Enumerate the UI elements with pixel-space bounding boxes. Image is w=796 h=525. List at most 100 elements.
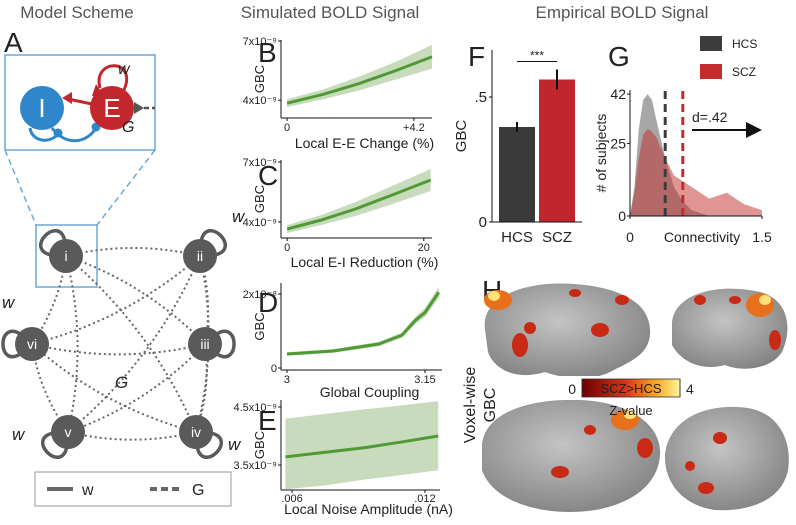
node-label: iii <box>200 336 209 352</box>
w-label: w <box>118 61 131 78</box>
self-loop <box>195 431 223 459</box>
bar <box>499 127 535 222</box>
density-panel: G 0 25 42 0 1.5 Connectivity # of subjects HCS SC… <box>593 36 772 245</box>
node <box>15 327 49 361</box>
bar <box>539 79 575 222</box>
x-axis-label: Local Noise Amplitude (nA) <box>284 501 453 517</box>
panel-label: D <box>258 287 278 318</box>
zoom-box <box>35 224 98 288</box>
activation-blobs <box>484 289 781 494</box>
node-label: iv <box>191 424 201 440</box>
i-node <box>20 86 64 130</box>
y-tick-label: 7x10⁻⁹ <box>243 36 277 48</box>
y-axis-label: GBC <box>252 65 267 93</box>
legend-label: G <box>192 482 204 499</box>
y-tick-label: 42 <box>610 86 626 102</box>
brain-maps <box>481 283 789 512</box>
connection <box>67 343 206 433</box>
mean-line <box>286 178 432 231</box>
legend-swatch <box>700 64 722 79</box>
y-axis-label: GBC <box>252 185 267 213</box>
x-tick-label: 1.5 <box>752 229 772 245</box>
legend-label: w <box>81 482 94 499</box>
node-label: v <box>65 424 72 440</box>
y-tick-label: 25 <box>610 135 626 151</box>
y-tick-label: 0 <box>618 208 626 224</box>
line-panel: E4.5x10⁻⁹ 3.5x10⁻⁹ .006 .012 GBC Local Noise … <box>233 400 453 517</box>
brain-medial-right <box>664 406 789 511</box>
y-tick-label: 4x10⁻⁹ <box>243 95 277 107</box>
significance-label: *** <box>530 49 544 63</box>
node-label: vi <box>27 336 37 352</box>
x-axis-label: Connectivity <box>664 229 740 245</box>
mean-line <box>285 434 439 459</box>
panel-label: G <box>608 41 630 72</box>
self-loop <box>41 431 69 459</box>
legend-swatch <box>700 36 722 51</box>
y-tick-label: 0 <box>479 214 487 231</box>
arrowhead <box>62 92 72 104</box>
y-tick-label: .5 <box>474 89 487 106</box>
x-tick-label: 0 <box>284 242 290 254</box>
panel-label: F <box>468 41 485 72</box>
y-tick-label: 4.5x10⁻⁹ <box>233 402 277 414</box>
section-header: Empirical BOLD Signal <box>536 3 709 22</box>
legend-label: SCZ <box>732 65 756 79</box>
mean-line <box>286 291 441 356</box>
connection <box>31 255 201 345</box>
x-tick-label: +4.2 <box>403 122 425 134</box>
y-axis-label: GBC <box>453 120 470 153</box>
arrowhead <box>134 102 144 114</box>
panel-label: B <box>258 37 277 68</box>
connection <box>31 343 197 433</box>
g-label: G <box>115 373 128 392</box>
legend-label: HCS <box>732 37 757 51</box>
x-tick-label: SCZ <box>542 229 572 246</box>
y-tick-label: 0 <box>271 363 277 375</box>
connection <box>65 246 201 257</box>
zoom-line <box>96 149 156 226</box>
y-tick-label: 4x10⁻⁹ <box>243 217 277 229</box>
confidence-band <box>285 401 439 490</box>
brain-lateral-left <box>484 283 651 379</box>
connection <box>65 255 79 433</box>
panel-label: C <box>258 160 278 191</box>
node-label: E <box>103 93 120 123</box>
connection <box>67 255 201 433</box>
w-label: w <box>2 293 16 312</box>
x-axis-label: Global Coupling <box>320 384 420 400</box>
inhibitory-end <box>53 128 63 138</box>
connection <box>65 255 197 433</box>
x-tick-label: 3.15 <box>414 374 435 386</box>
self-loop <box>1 329 21 359</box>
x-axis-label: Local E-E Change (%) <box>295 135 434 151</box>
section-header: Simulated BOLD Signal <box>241 3 420 22</box>
e-node <box>90 86 134 130</box>
colorbar-tick-label: 4 <box>686 381 694 397</box>
confidence-band <box>287 169 431 233</box>
node <box>188 327 222 361</box>
connection <box>67 431 197 441</box>
connection <box>195 255 210 433</box>
brain-medial-left <box>481 399 661 512</box>
panel-label: E <box>258 405 277 436</box>
y-tick-label: 7x10⁻⁹ <box>243 157 277 169</box>
h-ylabel: Voxel-wise <box>462 367 479 444</box>
h-ylabel: GBC <box>482 388 499 423</box>
zoom-line <box>4 149 37 226</box>
connection <box>65 255 206 345</box>
node-label: ii <box>197 248 203 264</box>
colorbar-label: Z-value <box>609 403 652 418</box>
w-label: w <box>12 425 26 444</box>
g-label: G <box>122 119 134 136</box>
x-tick-label: 20 <box>418 242 430 254</box>
y-axis-label: # of subjects <box>593 114 609 193</box>
